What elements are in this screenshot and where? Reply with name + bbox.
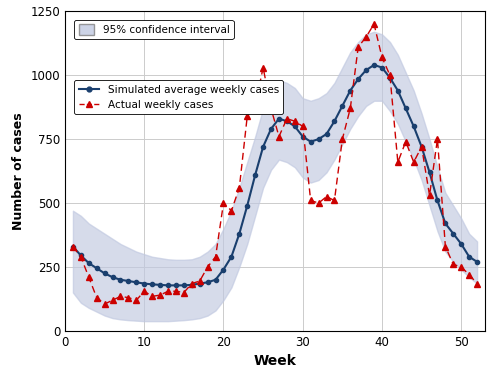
Y-axis label: Number of cases: Number of cases bbox=[12, 112, 25, 230]
Legend: Simulated average weekly cases, Actual weekly cases: Simulated average weekly cases, Actual w… bbox=[74, 80, 283, 114]
X-axis label: Week: Week bbox=[254, 354, 296, 368]
